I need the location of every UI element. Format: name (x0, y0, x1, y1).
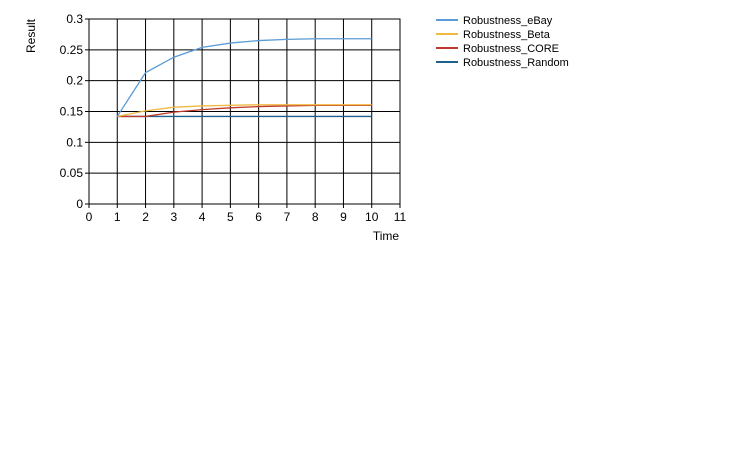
x-tick-label: 11 (394, 210, 407, 224)
x-tick-label: 4 (199, 210, 206, 224)
y-tick-label: 0 (76, 197, 83, 211)
series-line-robustness-ebay (116, 38, 372, 117)
x-axis-title: Time (373, 229, 400, 243)
legend-label: Robustness_Beta (463, 29, 551, 41)
y-axis-ticks: 0 0.05 0.1 0.15 0.2 0.25 0.3 (60, 12, 89, 211)
x-tick-label: 1 (114, 210, 121, 224)
series-line-robustness-core (117, 104, 372, 118)
x-tick-label: 7 (284, 210, 291, 224)
legend-item: Robustness_Random (436, 57, 569, 69)
y-tick-label: 0.3 (66, 12, 83, 26)
legend-item: Robustness_eBay (436, 15, 553, 27)
x-tick-label: 3 (170, 210, 177, 224)
y-tick-label: 0.1 (66, 135, 83, 149)
legend-item: Robustness_CORE (436, 43, 559, 55)
y-tick-label: 0.15 (60, 105, 84, 119)
x-axis-ticks: 0 1 2 3 4 5 6 7 8 9 10 11 (86, 204, 407, 224)
series-line-robustness-beta (117, 104, 372, 118)
x-tick-label: 10 (365, 210, 379, 224)
y-axis-title: Result (24, 18, 38, 53)
grid-lines (88, 18, 401, 205)
legend-label: Robustness_eBay (463, 15, 553, 27)
legend-item: Robustness_Beta (436, 29, 551, 41)
legend-label: Robustness_CORE (463, 43, 559, 55)
legend-label: Robustness_Random (463, 57, 569, 69)
x-tick-label: 2 (142, 210, 149, 224)
y-tick-label: 0.2 (66, 74, 83, 88)
x-tick-label: 9 (340, 210, 347, 224)
y-tick-label: 0.05 (60, 166, 84, 180)
x-tick-label: 0 (86, 210, 93, 224)
x-tick-label: 6 (255, 210, 262, 224)
y-tick-label: 0.25 (60, 43, 84, 57)
x-tick-label: 5 (227, 210, 234, 224)
x-tick-label: 8 (312, 210, 319, 224)
series-lines (116, 38, 372, 118)
legend: Robustness_eBay Robustness_Beta Robustness… (436, 15, 569, 69)
